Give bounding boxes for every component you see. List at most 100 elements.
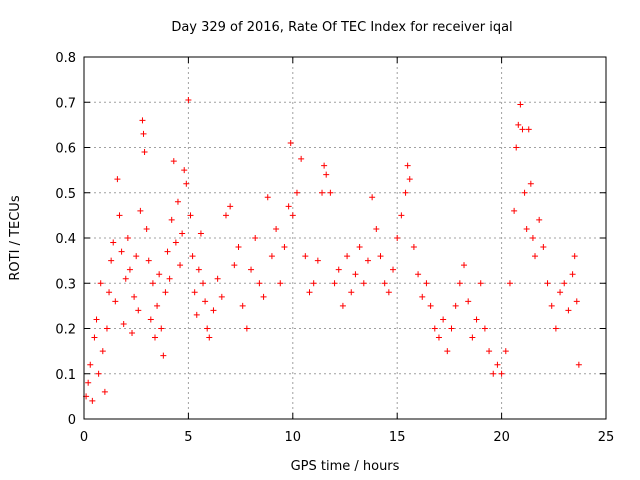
data-point bbox=[177, 262, 184, 269]
data-point bbox=[195, 266, 202, 273]
data-point bbox=[179, 230, 186, 237]
data-point bbox=[490, 370, 497, 377]
data-point bbox=[120, 320, 127, 327]
data-point bbox=[314, 257, 321, 264]
data-point bbox=[527, 180, 534, 187]
data-point bbox=[410, 244, 417, 251]
data-point bbox=[277, 280, 284, 287]
data-point bbox=[235, 244, 242, 251]
data-point bbox=[87, 361, 94, 368]
data-point bbox=[139, 117, 146, 124]
data-point bbox=[197, 230, 204, 237]
data-point bbox=[210, 307, 217, 314]
data-point bbox=[561, 280, 568, 287]
data-point bbox=[515, 121, 522, 128]
data-point bbox=[477, 280, 484, 287]
data-point bbox=[189, 253, 196, 260]
data-point bbox=[181, 167, 188, 174]
data-point bbox=[106, 289, 113, 296]
x-tick-label: 5 bbox=[184, 430, 192, 445]
chart-title: Day 329 of 2016, Rate Of TEC Index for r… bbox=[171, 20, 512, 35]
data-point bbox=[440, 316, 447, 323]
data-point bbox=[321, 162, 328, 169]
data-point bbox=[252, 235, 259, 241]
data-point bbox=[348, 289, 355, 296]
data-point bbox=[310, 280, 317, 287]
data-point bbox=[126, 266, 133, 273]
data-point bbox=[285, 203, 292, 210]
data-point bbox=[273, 225, 280, 232]
data-point bbox=[525, 126, 532, 133]
data-point bbox=[302, 253, 309, 260]
data-point bbox=[415, 271, 422, 278]
data-point bbox=[461, 262, 468, 269]
data-point bbox=[306, 289, 313, 296]
data-point bbox=[404, 162, 411, 169]
data-point bbox=[394, 235, 401, 241]
data-point bbox=[116, 212, 123, 219]
data-point bbox=[110, 239, 117, 246]
data-point bbox=[160, 352, 167, 359]
data-point bbox=[214, 275, 221, 282]
data-point bbox=[431, 325, 438, 332]
data-point bbox=[465, 298, 472, 305]
data-point bbox=[423, 280, 430, 287]
data-point bbox=[204, 325, 211, 332]
data-point bbox=[156, 271, 163, 278]
data-point bbox=[264, 194, 271, 201]
data-point bbox=[369, 194, 376, 201]
data-point bbox=[122, 275, 129, 282]
data-point bbox=[99, 348, 106, 355]
data-point bbox=[419, 293, 426, 300]
data-point bbox=[174, 198, 181, 205]
data-point bbox=[287, 139, 294, 146]
data-point bbox=[164, 248, 171, 255]
data-point bbox=[124, 235, 131, 241]
data-point bbox=[360, 280, 367, 287]
data-point bbox=[335, 266, 342, 273]
data-point bbox=[506, 280, 513, 287]
data-point bbox=[402, 189, 409, 196]
data-point bbox=[149, 280, 156, 287]
data-point bbox=[511, 207, 518, 214]
data-point bbox=[256, 280, 263, 287]
data-point bbox=[523, 225, 530, 232]
data-point bbox=[114, 176, 121, 183]
data-point bbox=[569, 271, 576, 278]
data-point bbox=[206, 334, 213, 341]
data-point bbox=[513, 144, 520, 151]
data-point bbox=[135, 307, 142, 314]
data-point bbox=[327, 189, 334, 196]
data-point bbox=[191, 289, 198, 296]
data-points bbox=[83, 96, 582, 404]
data-point bbox=[166, 275, 173, 282]
data-point bbox=[427, 302, 434, 309]
data-point bbox=[339, 302, 346, 309]
data-point bbox=[385, 289, 392, 296]
data-point bbox=[298, 155, 305, 162]
x-tick-label: 0 bbox=[80, 430, 88, 445]
data-point bbox=[231, 262, 238, 269]
data-point bbox=[202, 298, 209, 305]
data-point bbox=[162, 289, 169, 296]
y-tick-label: 0.3 bbox=[55, 277, 76, 292]
data-point bbox=[498, 370, 505, 377]
data-point bbox=[187, 212, 194, 219]
data-point bbox=[356, 244, 363, 251]
y-tick-label: 0.7 bbox=[55, 96, 76, 111]
data-point bbox=[381, 280, 388, 287]
data-point bbox=[281, 244, 288, 251]
data-point bbox=[377, 253, 384, 260]
data-point bbox=[145, 257, 152, 264]
data-point bbox=[406, 176, 413, 183]
data-point bbox=[521, 189, 528, 196]
y-tick-label: 0 bbox=[68, 413, 76, 428]
data-point bbox=[108, 257, 115, 264]
data-point bbox=[390, 266, 397, 273]
data-point bbox=[364, 257, 371, 264]
data-point bbox=[481, 325, 488, 332]
data-point bbox=[519, 126, 526, 133]
data-point bbox=[548, 302, 555, 309]
